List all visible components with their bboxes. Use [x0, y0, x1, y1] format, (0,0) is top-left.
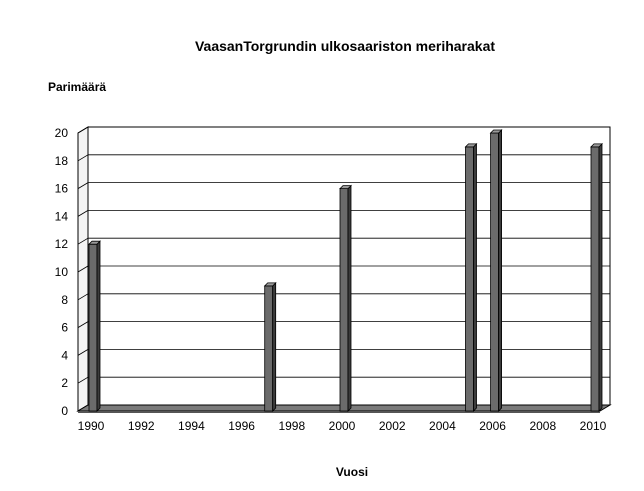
x-tick-label: 2008	[529, 419, 556, 433]
x-tick-label: 1990	[78, 419, 105, 433]
x-tick-label: 2000	[329, 419, 356, 433]
bar-top	[88, 240, 101, 245]
gridline-side	[77, 293, 89, 301]
bar-side	[96, 240, 101, 412]
x-tick-label: 2006	[479, 419, 506, 433]
bar	[490, 132, 500, 412]
gridline-side	[77, 349, 89, 356]
bar	[264, 285, 274, 412]
y-tick-label: 18	[55, 154, 69, 168]
gridline-side	[77, 154, 89, 162]
bar-side	[347, 184, 352, 412]
y-tick-label: 2	[61, 376, 68, 390]
gridline-side	[77, 126, 89, 134]
x-tick-label: 1992	[128, 419, 155, 433]
gridline-side	[77, 210, 89, 217]
gridline-side	[77, 237, 89, 245]
y-tick-label: 0	[61, 404, 68, 418]
gridline-side	[77, 376, 89, 384]
bar	[339, 188, 349, 412]
y-tick-label: 20	[55, 126, 69, 140]
bar	[590, 146, 600, 412]
x-tick-label: 2004	[429, 419, 456, 433]
y-axis-title: Parimäärä	[48, 80, 106, 94]
x-tick-label: 1994	[178, 419, 205, 433]
bar-top	[339, 185, 352, 190]
y-tick-label: 10	[55, 265, 69, 279]
bar-side	[498, 129, 503, 412]
y-tick-label: 8	[61, 293, 68, 307]
chart-title: VaasanTorgrundin ulkosaariston meriharak…	[195, 38, 495, 54]
plot-area: 0 2 4 6 8 10 12 14 16 18 20 1990 1992 1994 1996 1998 200…	[55, 126, 612, 433]
bar	[465, 146, 474, 412]
bar-top	[464, 143, 478, 148]
y-tick-label: 6	[61, 321, 68, 335]
x-tick-label: 2002	[379, 419, 406, 433]
bar-top	[263, 282, 277, 287]
bar-side	[598, 142, 603, 412]
bar	[88, 243, 98, 412]
x-tick-label: 1996	[228, 419, 255, 433]
y-tick-label: 4	[61, 348, 68, 362]
x-tick-label: 2010	[580, 419, 607, 433]
bar-top	[590, 143, 603, 148]
floor-edge	[78, 411, 600, 413]
bar-side	[473, 142, 477, 412]
y-tick-label: 14	[55, 209, 69, 223]
gridline-side	[77, 182, 89, 189]
bar-top	[489, 129, 503, 134]
y-tick-label: 16	[55, 182, 69, 196]
x-axis-title: Vuosi	[336, 465, 368, 479]
bar-side	[272, 281, 277, 412]
gridline-side	[77, 321, 89, 328]
x-tick-label: 1998	[278, 419, 305, 433]
gridline-side	[77, 265, 89, 273]
y-tick-label: 12	[55, 237, 69, 251]
